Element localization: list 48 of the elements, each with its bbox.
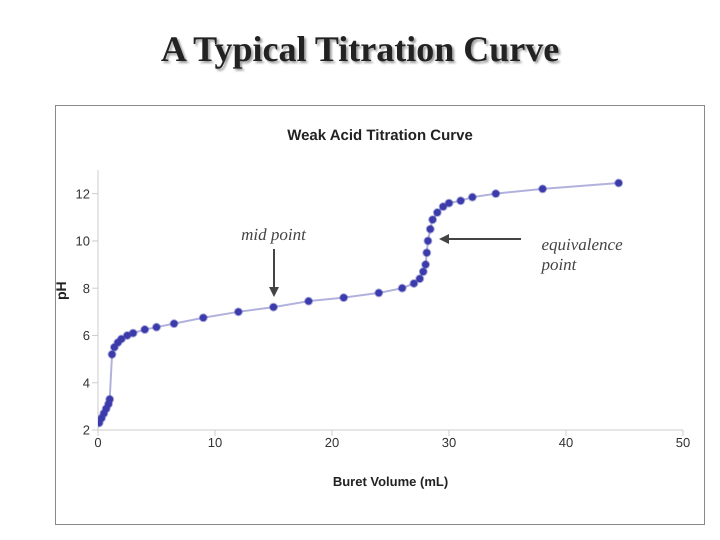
- x-tick-label: 0: [94, 435, 102, 450]
- point: [198, 313, 208, 322]
- point: [339, 293, 348, 302]
- x-axis-title: Buret Volume (mL): [332, 474, 448, 489]
- point: [426, 224, 435, 234]
- point: [128, 328, 138, 338]
- y-tick-label: 10: [76, 234, 90, 249]
- point: [468, 192, 477, 202]
- point: [116, 334, 126, 344]
- point: [170, 319, 179, 328]
- point: [374, 288, 384, 298]
- chart-subtitle: Weak Acid Titration Curve: [286, 127, 474, 144]
- point: [398, 284, 407, 293]
- point: [418, 267, 428, 276]
- point: [423, 236, 432, 246]
- point: [415, 274, 424, 284]
- y-tick-label: 8: [82, 280, 90, 296]
- point: [269, 302, 278, 312]
- point: [456, 196, 466, 206]
- point: [614, 178, 624, 188]
- point: [108, 350, 117, 359]
- point: [538, 184, 548, 194]
- point: [140, 325, 150, 334]
- point: [491, 189, 500, 198]
- point: [409, 278, 418, 288]
- y-tick-label: 2: [82, 422, 90, 438]
- x-tick-label: 20: [324, 435, 340, 450]
- x-tick-label: 40: [558, 435, 574, 450]
- point: [428, 215, 438, 224]
- x-tick-label: 30: [442, 435, 456, 450]
- x-tick-label: 10: [208, 435, 222, 450]
- point: [105, 394, 114, 404]
- point: [422, 248, 432, 258]
- annotation: equivalence point: [541, 234, 624, 275]
- point: [421, 260, 430, 270]
- point: [444, 198, 454, 208]
- annotation: mid point: [240, 225, 308, 246]
- y-tick-label: 12: [76, 186, 90, 202]
- y-tick-label: 4: [82, 375, 90, 390]
- point: [438, 202, 448, 212]
- point: [234, 307, 243, 316]
- y-axis-title: pH: [52, 281, 69, 300]
- chart-title: A Typical Titration Curve: [160, 28, 560, 70]
- point: [304, 296, 314, 306]
- point: [432, 208, 442, 218]
- y-tick-label: 6: [82, 328, 90, 344]
- x-tick-label: 50: [676, 435, 690, 450]
- point: [152, 322, 161, 332]
